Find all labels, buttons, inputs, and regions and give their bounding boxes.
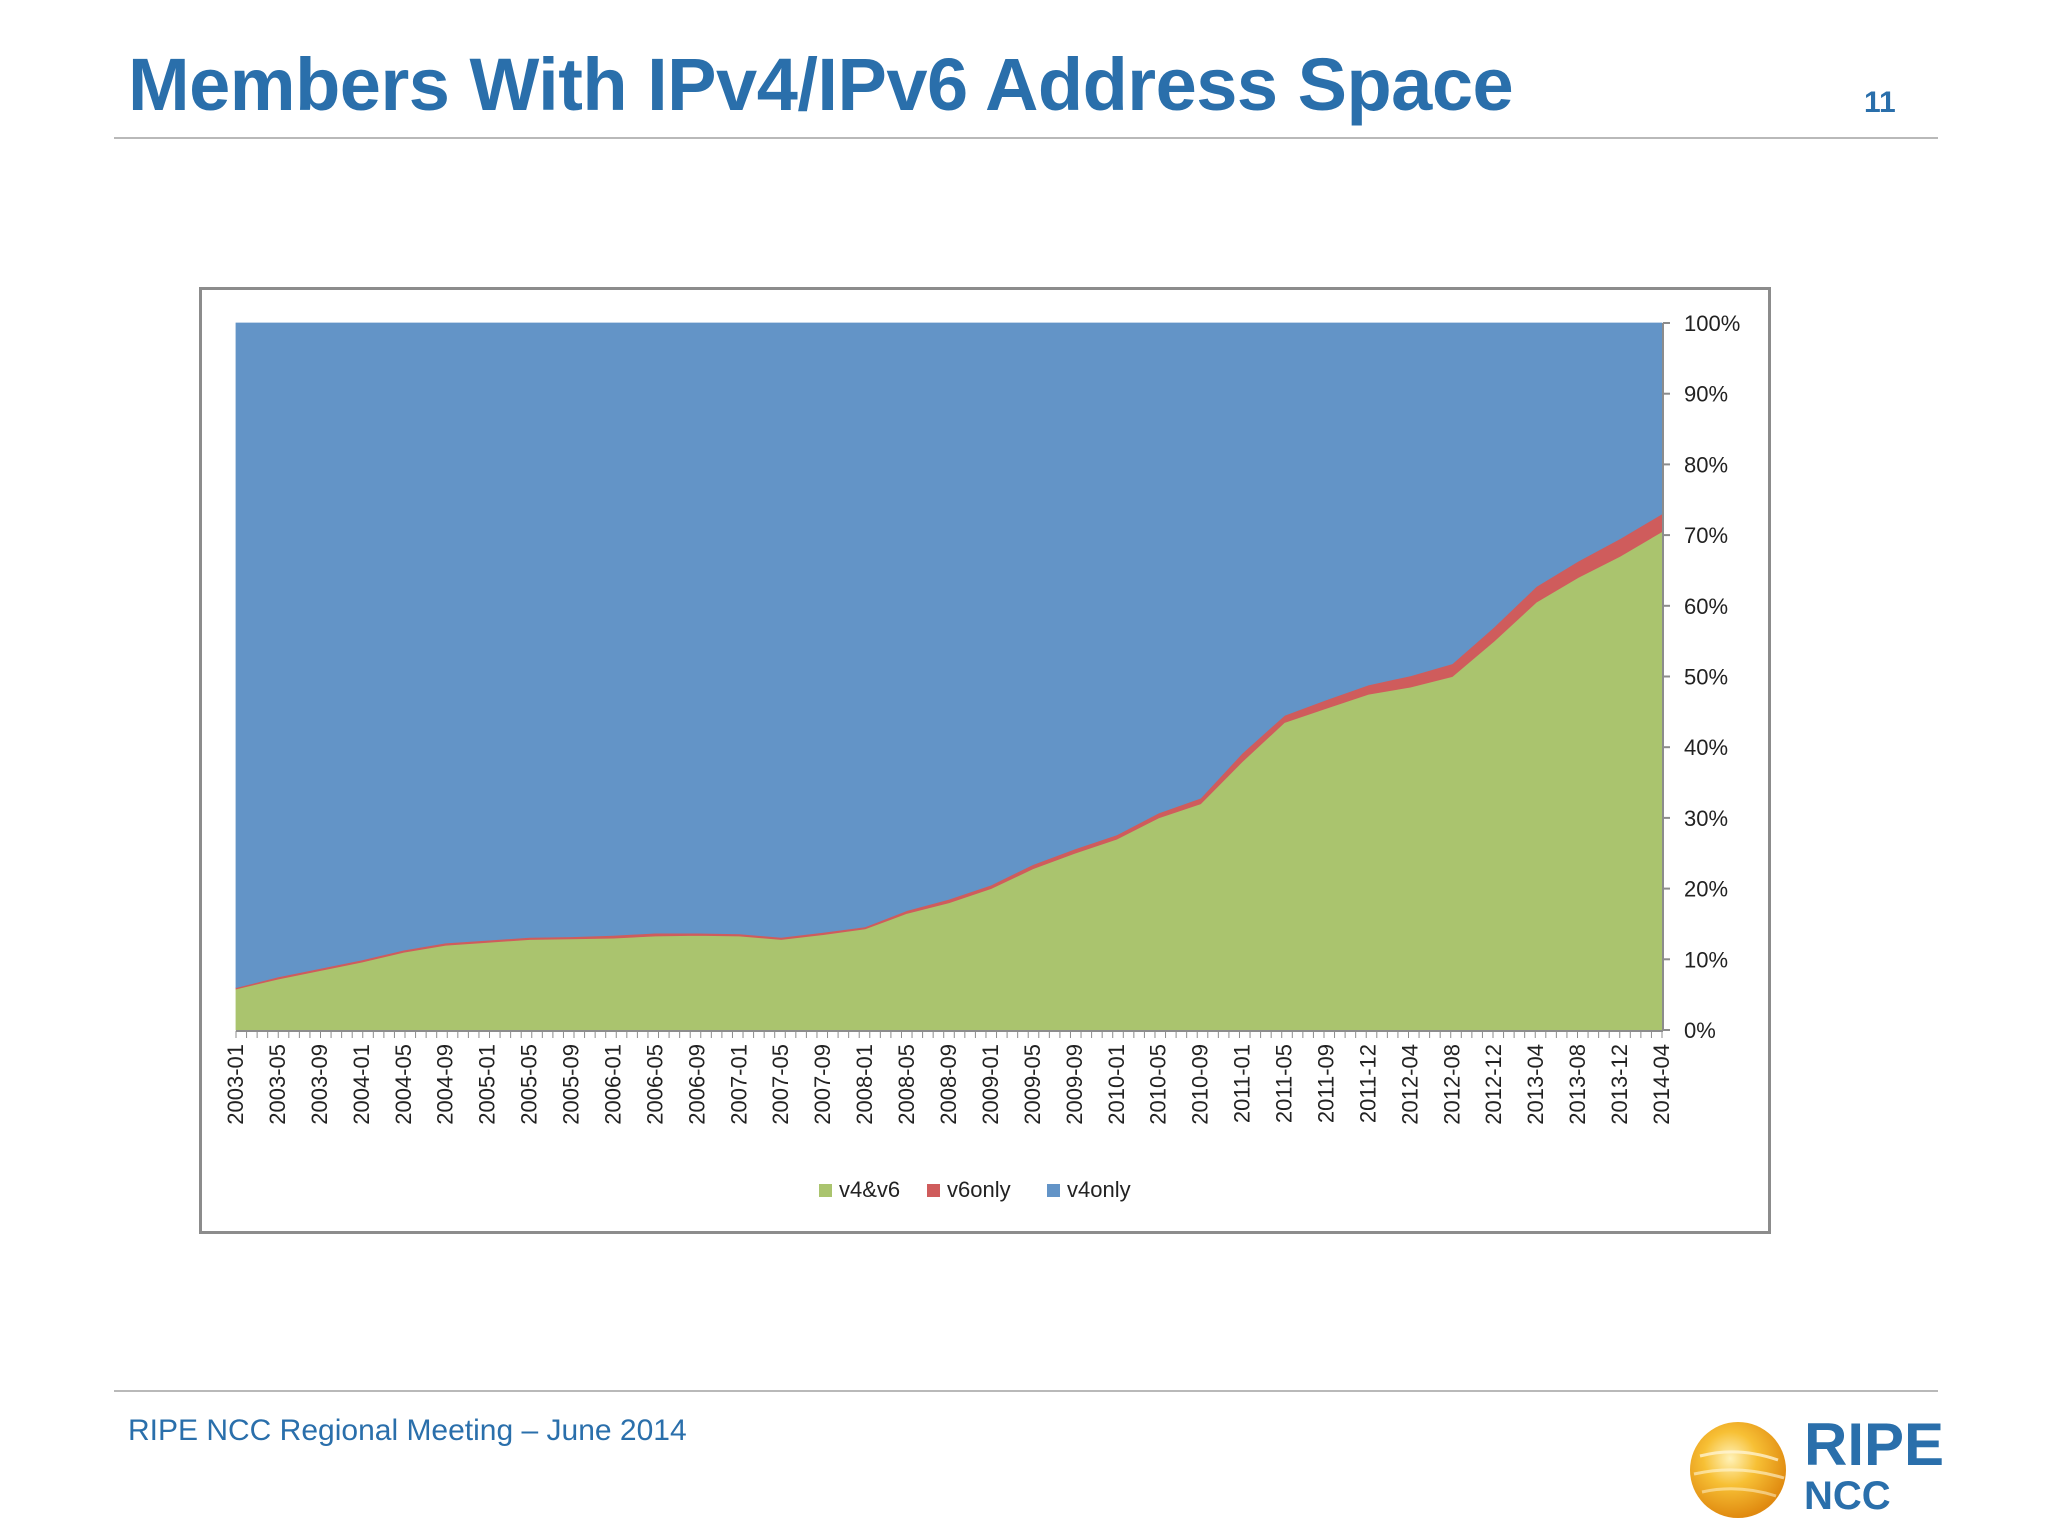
y-tick-label: 40% <box>1684 735 1728 760</box>
x-tick-label: 2008-05 <box>894 1044 919 1125</box>
x-tick-label: 2003-01 <box>223 1044 248 1125</box>
x-tick-label: 2006-09 <box>684 1044 709 1125</box>
x-tick-label: 2010-01 <box>1104 1044 1129 1125</box>
x-tick-label: 2011-09 <box>1313 1044 1338 1123</box>
x-tick-label: 2011-01 <box>1230 1044 1255 1123</box>
x-tick-label: 2005-05 <box>517 1044 542 1125</box>
x-tick-label: 2003-09 <box>307 1044 332 1125</box>
y-tick-label: 60% <box>1684 594 1728 619</box>
x-tick-label: 2005-01 <box>475 1044 500 1125</box>
x-tick-label: 2012-08 <box>1439 1044 1464 1125</box>
x-tick-label: 2013-08 <box>1565 1044 1590 1125</box>
y-tick-label: 100% <box>1684 311 1740 336</box>
sun-logo-icon <box>1690 1422 1786 1518</box>
y-tick-label: 10% <box>1684 947 1728 972</box>
x-tick-label: 2013-04 <box>1523 1044 1548 1125</box>
x-tick-label: 2009-09 <box>1062 1044 1087 1125</box>
title-divider <box>114 137 1938 139</box>
legend-label: v4&v6 <box>839 1177 900 1202</box>
x-tick-label: 2010-09 <box>1188 1044 1213 1125</box>
x-tick-label: 2012-04 <box>1397 1044 1422 1125</box>
logo-word-ripe: RIPE <box>1804 1411 1945 1478</box>
x-tick-label: 2007-01 <box>726 1044 751 1125</box>
x-tick-label: 2006-05 <box>642 1044 667 1125</box>
x-tick-label: 2003-05 <box>265 1044 290 1125</box>
x-tick-label: 2007-09 <box>810 1044 835 1125</box>
x-tick-label: 2010-05 <box>1146 1044 1171 1125</box>
x-tick-label: 2013-12 <box>1607 1044 1632 1125</box>
footer-text: RIPE NCC Regional Meeting – June 2014 <box>128 1414 687 1447</box>
x-tick-label: 2006-01 <box>600 1044 625 1125</box>
footer-divider <box>114 1390 1938 1392</box>
y-tick-label: 30% <box>1684 806 1728 831</box>
x-tick-label: 2011-12 <box>1355 1044 1380 1123</box>
legend-swatch <box>819 1184 832 1197</box>
x-tick-label: 2012-12 <box>1481 1044 1506 1125</box>
y-tick-label: 50% <box>1684 665 1728 690</box>
x-tick-label: 2011-05 <box>1272 1044 1297 1123</box>
y-tick-label: 70% <box>1684 523 1728 548</box>
y-tick-label: 0% <box>1684 1018 1716 1043</box>
slide-title: Members With IPv4/IPv6 Address Space <box>128 43 1514 126</box>
x-tick-label: 2004-05 <box>391 1044 416 1125</box>
x-tick-label: 2004-09 <box>433 1044 458 1125</box>
x-tick-label: 2008-01 <box>852 1044 877 1125</box>
logo-word-ncc: NCC <box>1804 1474 1891 1518</box>
x-tick-label: 2005-09 <box>559 1044 584 1125</box>
page-number: 11 <box>1864 86 1896 119</box>
x-tick-label: 2009-01 <box>978 1044 1003 1125</box>
x-tick-label: 2008-09 <box>936 1044 961 1125</box>
stacked-area-chart: 0% 10% 20% 30% 40% 50% 60% 70% 80% 90% 100% 2003-01… <box>223 311 1740 1202</box>
x-tick-label: 2009-05 <box>1020 1044 1045 1125</box>
y-tick-label: 20% <box>1684 877 1728 902</box>
legend-label: v6only <box>947 1177 1011 1202</box>
x-tick-label: 2004-01 <box>349 1044 374 1125</box>
ripe-ncc-logo: RIPE NCC <box>1686 1411 1948 1522</box>
y-tick-label: 80% <box>1684 452 1728 477</box>
legend-swatch <box>927 1184 940 1197</box>
legend-swatch <box>1047 1184 1060 1197</box>
x-tick-label: 2007-05 <box>768 1044 793 1125</box>
x-tick-label: 2014-04 <box>1649 1044 1674 1125</box>
legend-label: v4only <box>1067 1177 1131 1202</box>
y-tick-label: 90% <box>1684 382 1728 407</box>
